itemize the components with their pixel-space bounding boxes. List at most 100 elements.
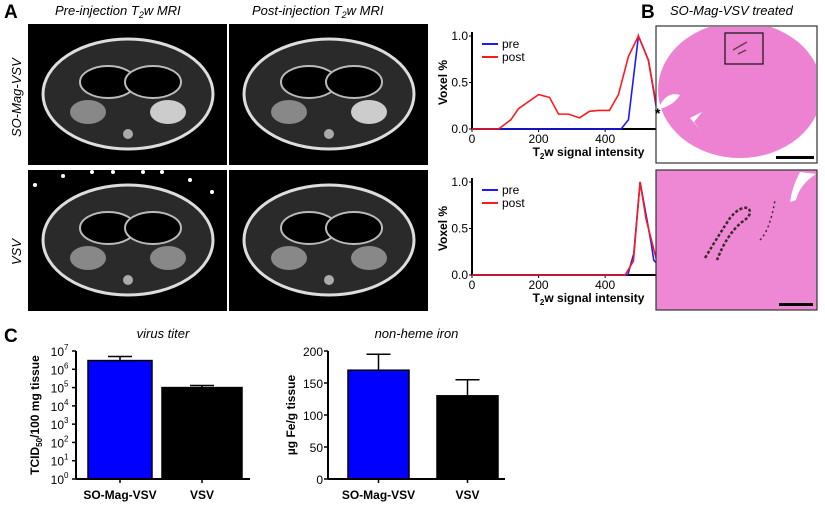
zoom-region-box [724,32,764,65]
y-axis-label-main: TCID [28,446,42,474]
panel-label-b: B [641,2,655,23]
row-label-so-mag: SO-Mag-VSV [9,57,24,137]
y-axis-label-sub: 50 [35,437,44,446]
mri-spine [123,275,133,285]
x-tick-label: 0 [469,132,476,146]
panel-label-c: C [4,326,18,347]
mri-images [28,24,428,311]
chart-title: virus titer [137,326,190,341]
y-tick-label: 10 [51,473,65,487]
bar-so-mag-vsv [87,359,153,480]
bar-vsv [161,386,243,480]
mri-image [28,170,227,311]
scale-bar [776,156,814,159]
mri-organ [351,100,387,124]
fiducial-marker [188,178,192,182]
x-axis-label-rest: w signal intensity [543,291,644,305]
y-tick-label: 1.0 [451,175,468,189]
x-tick-label: 0 [469,278,476,292]
y-tick-exponent: 1 [64,453,69,462]
fiducial-marker [160,170,164,174]
x-tick-label: SO-Mag-VSV [83,488,156,502]
x-tick-label: 400 [595,278,615,292]
y-tick-label: 200 [303,345,323,359]
fiducial-marker [90,170,94,174]
y-tick-label: 10 [51,436,65,450]
y-tick-label: 10 [51,382,65,396]
y-tick-label: 0.5 [451,222,468,236]
y-axis-label: µg Fe/g tissue [284,375,298,456]
y-tick-exponent: 3 [64,416,69,425]
x-axis-label-main: T [533,291,541,305]
x-axis-label-sub: 2 [540,298,545,307]
legend-label-post: post [502,50,525,64]
y-tick-label: 10 [51,418,65,432]
y-tick-label: 0.5 [451,76,468,90]
histology-overview: * [655,25,818,164]
x-tick-label: VSV [190,488,214,502]
histology-title: SO-Mag-VSV treated [670,3,794,18]
bar-chart-iron: non-heme iron SO-Mag-VSV VSV 0 50 100 150 200 µg… [284,326,505,502]
y-axis-label: Voxel % [436,60,450,105]
mri-kidney [271,100,307,124]
y-tick-label: 100 [303,409,323,423]
fiducial-marker [61,174,65,178]
mri-organ [150,100,186,124]
y-tick-exponent: 6 [64,361,69,370]
mri-lung [325,211,383,245]
y-tick-exponent: 4 [64,398,69,407]
x-axis-label: T2w signal intensity [533,145,645,161]
asterisk: * [655,105,661,121]
y-axis-label: Voxel % [436,206,450,251]
mri-image [229,24,428,165]
y-tick-label: 10 [51,400,65,414]
fiducial-marker [111,170,115,174]
x-tick-label: 400 [595,132,615,146]
x-tick-label: 200 [529,132,549,146]
scale-bar [779,303,813,306]
y-tick-label: 150 [303,377,323,391]
x-axis-label: T2w signal intensity [533,291,645,307]
col-title-pre: Pre-injection T2w MRI [55,3,181,20]
mri-lung [124,211,182,245]
legend-label-pre: pre [502,183,520,197]
x-axis-label-sub: 2 [540,152,545,161]
x-axis-label-rest: w signal intensity [543,145,644,159]
fiducial-marker [33,183,37,187]
y-tick-exponent: 0 [64,471,69,480]
y-tick-label: 50 [310,441,324,455]
y-tick-label: 10 [51,345,65,359]
y-axis-label: TCID50/100 mg tissue [28,355,44,475]
chart-title: non-heme iron [375,326,459,341]
mri-kidney [271,246,307,270]
x-tick-label: VSV [455,488,479,502]
fiducial-marker [210,190,214,194]
col-title-post: Post-injection T2w MRI [252,3,384,20]
mri-image [229,170,428,311]
y-tick-label: 0 [316,473,323,487]
mri-organ [351,246,387,270]
y-tick-exponent: 2 [64,434,69,443]
panel-label-a: A [4,2,18,23]
mri-lung [124,65,182,99]
x-axis-label-main: T [533,145,541,159]
bar-so-mag-vsv [347,369,410,480]
legend-label-post: post [502,196,525,210]
mri-organ [150,246,186,270]
fiducial-marker [141,170,145,174]
mri-spine [324,129,334,139]
mri-kidney [70,100,106,124]
y-tick-exponent: 7 [64,343,69,352]
mri-image [28,24,227,165]
x-tick-label: 200 [529,278,549,292]
histology-detail [655,169,818,311]
y-tick-label: 0.0 [451,122,468,136]
y-tick-label: 10 [51,455,65,469]
y-tick-exponent: 5 [64,380,69,389]
mri-spine [123,129,133,139]
series-line-post [472,34,705,130]
row-label-vsv: VSV [9,238,24,265]
mri-lung [325,65,383,99]
